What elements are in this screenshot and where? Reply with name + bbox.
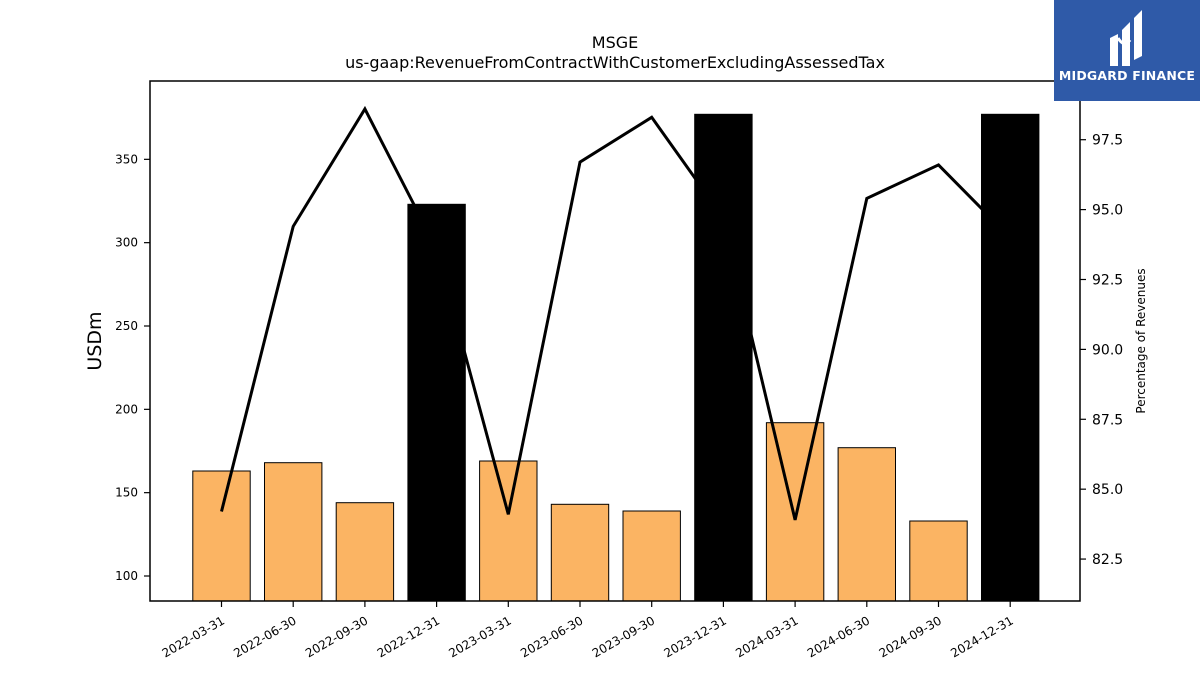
y2-tick-label: 97.5: [1092, 133, 1123, 149]
x-tick-label: 2023-12-31: [661, 613, 728, 660]
y-tick-label: 350: [115, 152, 138, 166]
y2-tick-label: 92.5: [1092, 272, 1123, 288]
x-tick-label: 2022-09-30: [303, 613, 370, 660]
logo-text: MIDGARD FINANCE: [1058, 68, 1196, 83]
x-tick-label: 2024-03-31: [733, 613, 800, 660]
bar: [837, 447, 896, 602]
bar: [981, 113, 1040, 602]
bars-group: [192, 113, 1040, 602]
bar: [479, 460, 538, 602]
bar: [694, 113, 753, 602]
bar: [192, 470, 251, 602]
x-tick-label: 2023-06-30: [518, 613, 585, 660]
chart-subtitle: us-gaap:RevenueFromContractWithCustomerE…: [345, 53, 885, 72]
y-axis-label: USDm: [84, 311, 106, 370]
x-tick-label: 2024-06-30: [805, 613, 872, 660]
bar: [335, 502, 395, 602]
bar: [407, 203, 466, 602]
x-tick-label: 2024-12-31: [948, 613, 1015, 660]
x-tick-label: 2022-12-31: [375, 613, 442, 660]
y2-tick-label: 85.0: [1092, 482, 1123, 498]
bar: [765, 422, 825, 602]
bar: [622, 510, 681, 602]
x-tick-label: 2023-03-31: [446, 613, 513, 660]
x-tick-label: 2023-09-30: [590, 613, 657, 660]
y2-tick-label: 82.5: [1092, 552, 1123, 568]
x-tick-label: 2022-06-30: [231, 613, 298, 660]
y2-tick-label: 95.0: [1092, 203, 1123, 219]
x-tick-label: 2022-03-31: [160, 613, 227, 660]
x-tick-label: 2024-09-30: [877, 613, 944, 660]
bar: [550, 503, 610, 602]
y2-axis-label: Percentage of Revenues: [1134, 268, 1148, 413]
line-group: [220, 105, 1012, 521]
midgard-finance-logo: MIDGARD FINANCE: [1054, 0, 1200, 101]
series-line: [220, 105, 1012, 521]
y2-tick-label: 87.5: [1092, 412, 1123, 428]
bar: [909, 520, 968, 602]
bar: [264, 462, 323, 602]
y2-tick-label: 90.0: [1092, 342, 1123, 358]
logo-mark-icon: [1110, 10, 1142, 66]
chart-title: MSGE: [592, 33, 638, 52]
y-tick-label: 200: [115, 402, 138, 416]
y-tick-label: 250: [115, 319, 138, 333]
plot-frame: [149, 80, 1081, 602]
y-tick-label: 100: [115, 569, 138, 583]
y-tick-label: 300: [115, 236, 138, 250]
y-tick-label: 150: [115, 486, 138, 500]
